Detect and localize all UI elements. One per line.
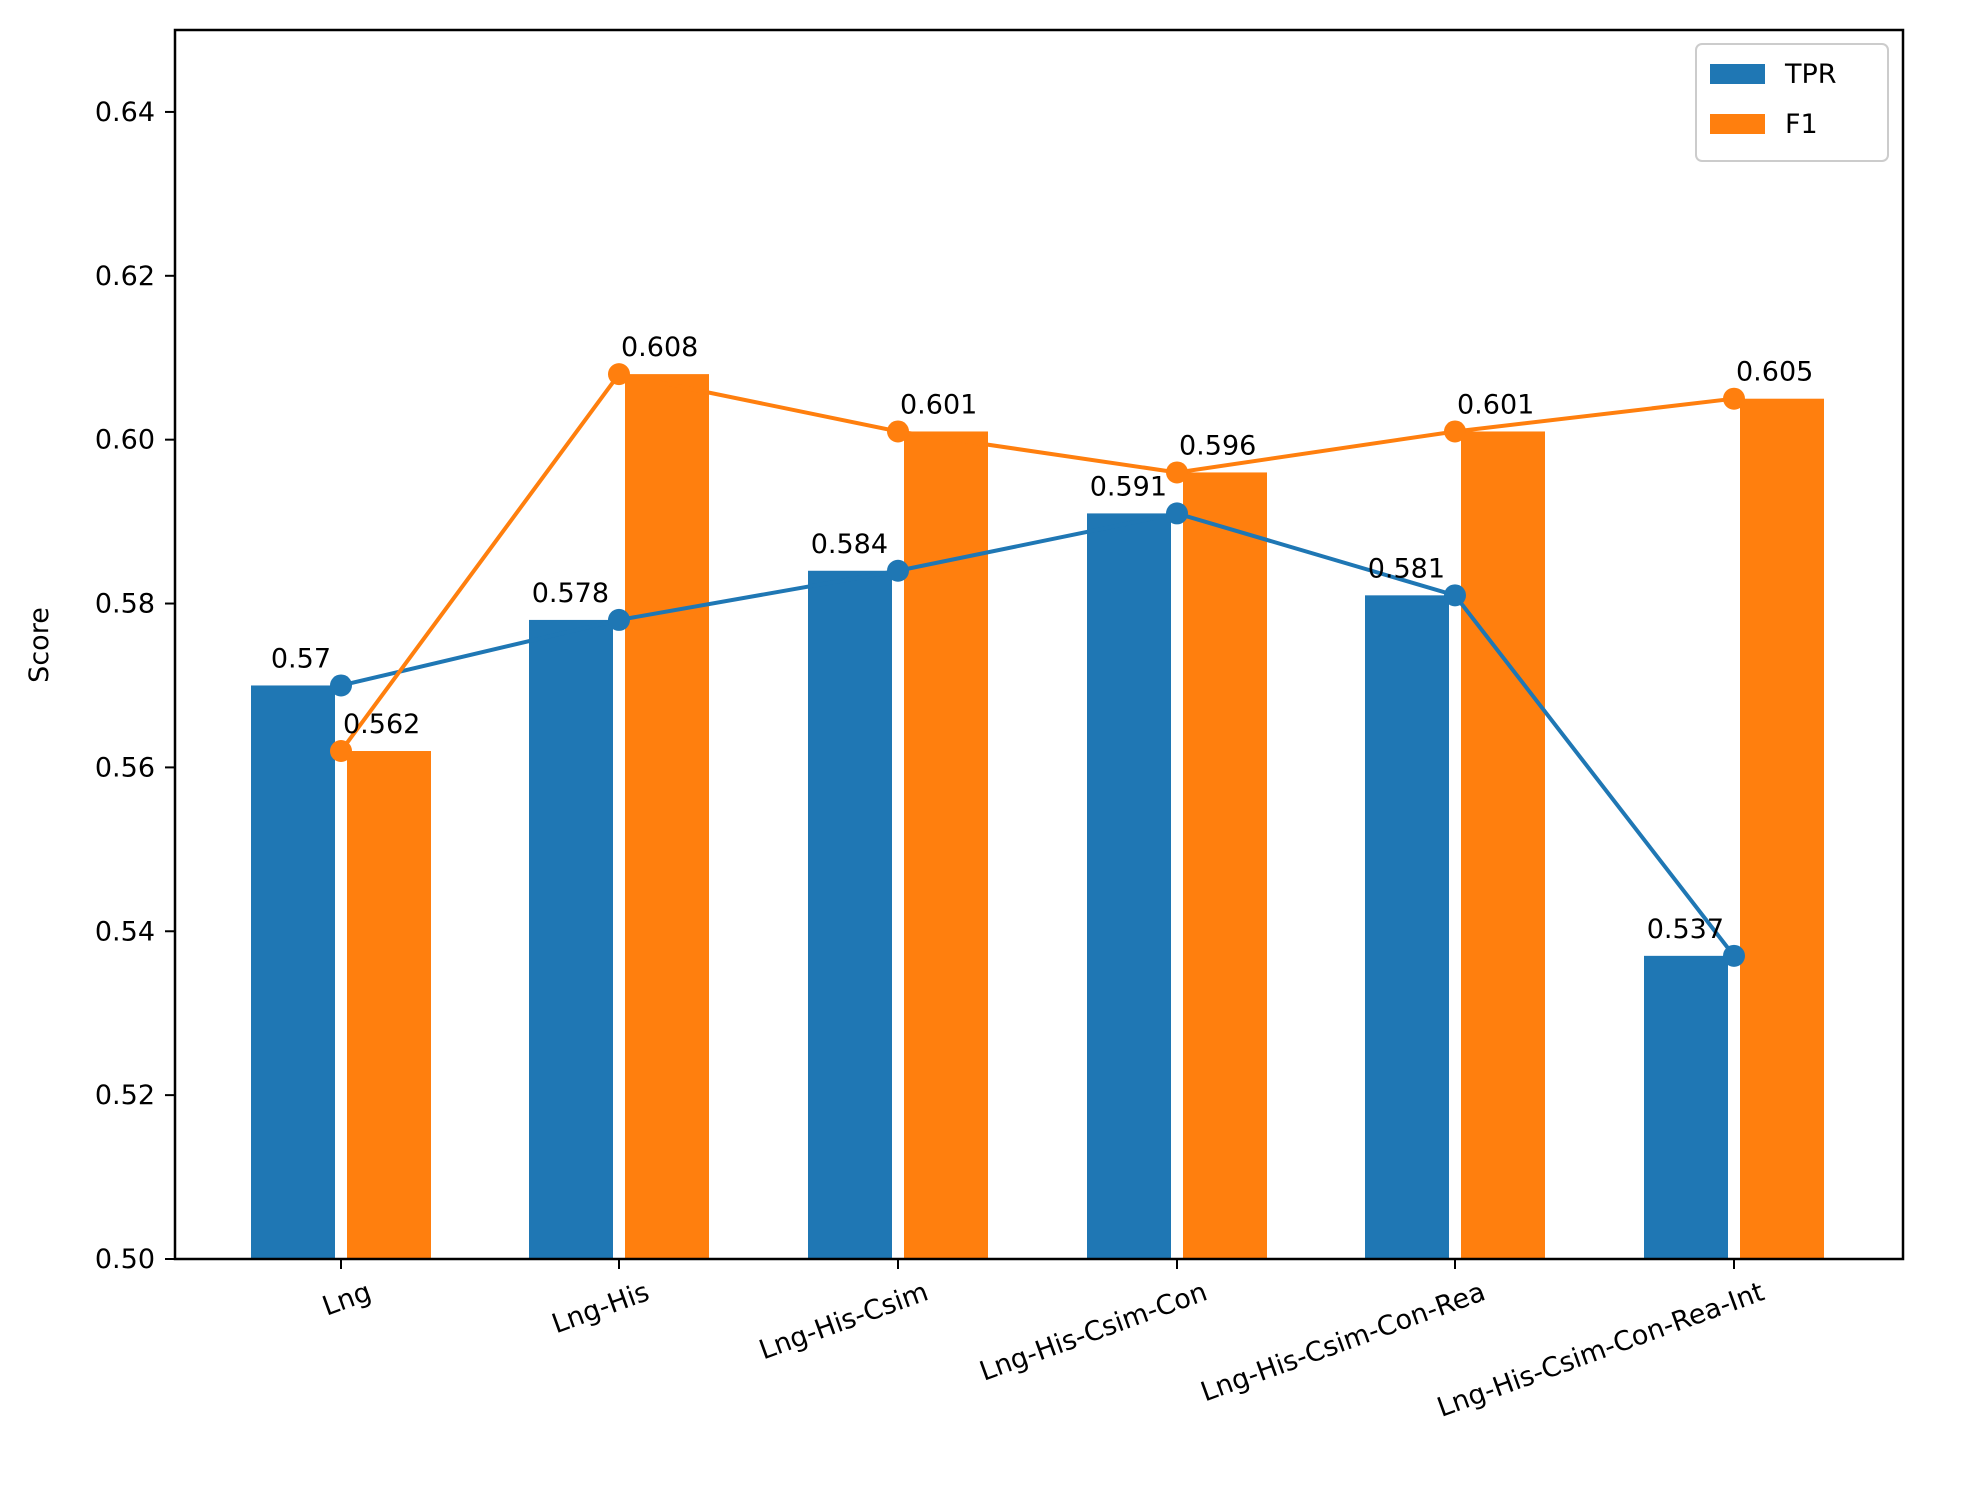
data-label-tpr-1: 0.578 (532, 578, 609, 609)
data-labels-layer: 0.57 0.578 0.584 0.591 0.581 0.537 0.562 0.608 0… (271, 332, 1813, 945)
bar-f1-1 (625, 374, 709, 1259)
legend-label-f1: F1 (1785, 109, 1818, 140)
bar-tpr-3 (1087, 513, 1171, 1259)
marker-f1-4 (1444, 420, 1466, 443)
bar-f1-0 (347, 751, 431, 1259)
x-tick-label-3: Lng-His-Csim-Con (976, 1276, 1212, 1387)
bar-tpr-2 (808, 570, 892, 1259)
bar-f1-3 (1183, 472, 1267, 1259)
lines-layer (330, 363, 1745, 967)
bar-tpr-1 (529, 619, 613, 1259)
y-tick-label-6: 0.62 (95, 261, 155, 292)
marker-tpr-1 (608, 608, 630, 631)
y-tick-label-4: 0.58 (95, 589, 155, 620)
y-tick-label-5: 0.60 (95, 425, 155, 456)
data-label-f1-2: 0.601 (900, 389, 977, 420)
marker-f1-2 (887, 420, 909, 443)
bars-layer (251, 374, 1824, 1259)
data-label-tpr-3: 0.591 (1090, 471, 1167, 502)
data-label-f1-0: 0.562 (343, 709, 420, 740)
marker-tpr-5 (1723, 944, 1745, 967)
data-label-f1-5: 0.605 (1736, 357, 1813, 388)
bar-f1-2 (904, 431, 988, 1259)
x-tick-label-1: Lng-His (548, 1276, 653, 1340)
legend-swatch-tpr (1710, 64, 1765, 84)
y-axis-title: Score (24, 607, 55, 683)
bar-f1-5 (1740, 398, 1824, 1259)
x-tick-label-0: Lng (318, 1276, 375, 1322)
x-tick-label-4: Lng-His-Csim-Con-Rea (1197, 1276, 1490, 1408)
marker-f1-0 (330, 740, 352, 763)
bar-tpr-0 (251, 685, 335, 1259)
legend: TPR F1 (1695, 43, 1889, 162)
y-axis: 0.50 0.52 0.54 0.56 0.58 0.60 0.62 0.64 (95, 97, 175, 1275)
y-tick-label-7: 0.64 (95, 97, 155, 128)
line-f1 (339, 371, 1735, 753)
bar-f1-4 (1461, 431, 1545, 1259)
marker-f1-1 (608, 363, 630, 386)
marker-tpr-4 (1444, 584, 1466, 607)
marker-tpr-3 (1166, 502, 1188, 525)
y-tick-label-2: 0.54 (95, 916, 155, 947)
bar-tpr-5 (1644, 955, 1728, 1259)
bar-tpr-4 (1365, 595, 1449, 1259)
line-tpr (340, 511, 1736, 958)
data-label-tpr-4: 0.581 (1368, 553, 1445, 584)
marker-f1-3 (1166, 461, 1188, 484)
x-axis: Lng Lng-His Lng-His-Csim Lng-His-Csim-ConLn… (318, 1259, 1768, 1424)
marker-tpr-0 (330, 674, 352, 697)
marker-tpr-2 (887, 559, 909, 582)
legend-label-tpr: TPR (1784, 59, 1837, 90)
x-tick-label-2: Lng-His-Csim (755, 1276, 932, 1366)
data-label-f1-4: 0.601 (1457, 389, 1534, 420)
legend-swatch-f1 (1710, 114, 1765, 134)
y-tick-label-1: 0.52 (95, 1080, 155, 1111)
data-label-tpr-5: 0.537 (1647, 914, 1724, 945)
data-label-tpr-2: 0.584 (811, 529, 888, 560)
y-tick-label-0: 0.50 (95, 1244, 155, 1275)
plot-frame (173, 28, 1905, 1261)
data-label-f1-1: 0.608 (621, 332, 698, 363)
data-label-tpr-0: 0.57 (271, 643, 331, 674)
data-label-f1-3: 0.596 (1179, 430, 1256, 461)
marker-f1-5 (1723, 387, 1745, 410)
y-tick-label-3: 0.56 (95, 752, 155, 783)
